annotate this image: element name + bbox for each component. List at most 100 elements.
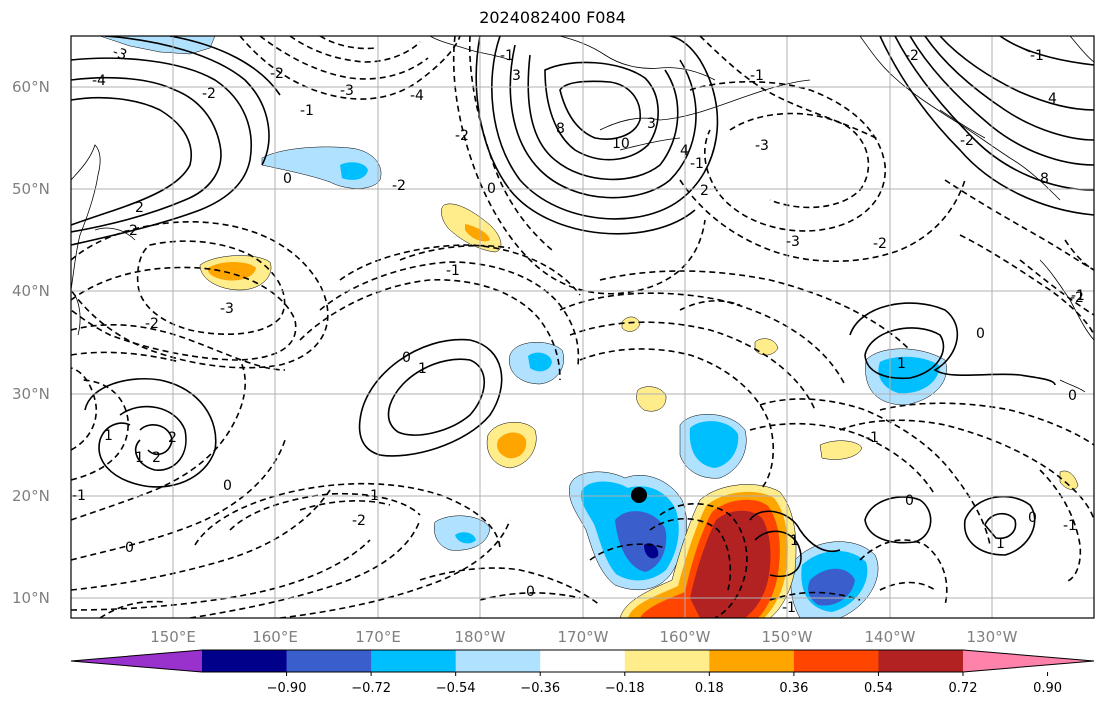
contour-label: 0	[1028, 510, 1037, 526]
contour-label: 3	[512, 68, 521, 84]
map-plot-area: -3 -4 -2 -2 -3 -2 -1 -1 -1 -3 -2 -4 -3 -…	[71, 36, 1094, 618]
lat-label: 30°N	[12, 385, 50, 403]
colorbar-tick-label: −0.36	[520, 681, 560, 696]
lon-label: 150°E	[150, 628, 196, 646]
contour-label: 1	[418, 361, 427, 377]
colorbar-tick-label: 0.90	[1033, 681, 1062, 696]
longitude-labels: 150°E 160°E 170°E 180°W 170°W 160°W 150°…	[150, 628, 1017, 646]
contour-label: 0	[1068, 388, 1077, 404]
colorbar-extension-min	[71, 650, 202, 672]
lat-label: 60°N	[12, 78, 50, 96]
colorbar-segment	[709, 650, 795, 672]
contour-label: -1	[1030, 48, 1044, 64]
colorbar-tick-label: 0.18	[695, 681, 724, 696]
colorbar-outline	[70, 649, 1095, 673]
contour-label: -3	[110, 44, 129, 64]
lat-label: 50°N	[12, 180, 50, 198]
lon-label: 180°W	[455, 628, 506, 646]
contour-label: -2	[960, 133, 974, 149]
lon-label: 170°W	[558, 628, 609, 646]
lon-label: 140°W	[865, 628, 916, 646]
lon-label: 130°W	[967, 628, 1018, 646]
pos-anomaly-patch	[497, 432, 527, 459]
contour-label: -3	[786, 234, 800, 250]
contour-label: 2	[700, 183, 709, 199]
colorbar-tick-label: −0.18	[605, 681, 645, 696]
contour-label: -1	[690, 156, 704, 172]
latitude-labels: 60°N 50°N 40°N 30°N 20°N 10°N	[12, 78, 50, 607]
contour-label: -2	[873, 236, 887, 252]
contour-label: 1	[897, 356, 906, 372]
contour-label: 0	[223, 478, 232, 494]
contour-label: -1	[782, 600, 796, 616]
contour-label: 1	[104, 428, 113, 444]
colorbar-segment	[371, 650, 457, 672]
contour-label: 3	[647, 116, 656, 132]
contour-label: 0	[283, 171, 292, 187]
contour-label: -3	[220, 301, 234, 317]
contour-label: 1	[790, 533, 799, 549]
contour-label: 10	[612, 136, 630, 152]
colorbar-segment	[878, 650, 964, 672]
contour-label: -1	[300, 103, 314, 119]
shaded-anomalies	[99, 36, 1079, 618]
colorbar-tick-label: −0.90	[267, 681, 307, 696]
colorbar-segment	[455, 650, 541, 672]
lon-label: 160°W	[660, 628, 711, 646]
neg-anomaly-patch	[689, 421, 739, 468]
pos-anomaly-patch	[1059, 470, 1079, 490]
pos-anomaly-patch	[207, 262, 256, 281]
gridlines	[71, 36, 1094, 618]
contour-label: 0	[125, 540, 134, 556]
lat-label: 20°N	[12, 487, 50, 505]
contour-label: -2	[270, 66, 284, 82]
lon-label: 170°E	[355, 628, 401, 646]
contour-label: 0	[526, 584, 535, 600]
contour-label: -2	[905, 48, 919, 64]
contour-label: -3	[340, 83, 354, 99]
contour-label: 2	[135, 200, 144, 216]
contour-label: 8	[1040, 171, 1049, 187]
lat-label: 10°N	[12, 589, 50, 607]
contour-label: 4	[680, 143, 689, 159]
contour-label: 2	[168, 430, 177, 446]
pos-anomaly-patch	[621, 316, 641, 332]
colorbar-tick-label: 0.36	[779, 681, 808, 696]
neg-anomaly-patch	[878, 356, 940, 394]
neg-anomaly-patch	[808, 568, 855, 606]
contour-label: -1	[72, 488, 86, 504]
neg-anomaly-patch	[528, 352, 552, 372]
pos-anomaly-patch	[690, 510, 771, 618]
pos-anomaly-patch	[636, 386, 667, 412]
map-title: 2024082400 F084	[479, 8, 626, 27]
pos-anomaly-patch	[819, 440, 863, 460]
colorbar-segment	[286, 650, 372, 672]
contour-label: -2	[1070, 290, 1084, 306]
contour-label: 1	[996, 536, 1005, 552]
contour-label: 1	[135, 450, 144, 466]
contour-label: -1	[500, 48, 514, 64]
contour-label: -1	[865, 430, 879, 446]
colorbar-tick-label: −0.72	[351, 681, 391, 696]
contour-label: 8	[556, 121, 565, 137]
contour-label: 2	[152, 450, 161, 466]
lat-label: 40°N	[12, 282, 50, 300]
contour-label: -4	[92, 73, 106, 89]
contour-label: -3	[755, 138, 769, 154]
location-marker	[631, 487, 647, 503]
lon-label: 150°W	[762, 628, 813, 646]
contour-label: 4	[1048, 91, 1057, 107]
contour-label: -4	[410, 88, 424, 104]
contour-label: -1	[446, 263, 460, 279]
neg-anomaly-patch	[455, 532, 476, 544]
pos-anomaly-patch	[465, 224, 490, 242]
contour-label: -2	[202, 86, 216, 102]
contour-label: 0	[976, 326, 985, 342]
colorbar-tick-label: −0.54	[436, 681, 476, 696]
contour-label: -1	[1063, 518, 1077, 534]
pos-anomaly-patch	[754, 338, 779, 356]
contour-label: -2	[392, 178, 406, 194]
colorbar-tick-label: 0.54	[864, 681, 893, 696]
contour-label: 0	[402, 350, 411, 366]
colorbar-segment	[540, 650, 626, 672]
